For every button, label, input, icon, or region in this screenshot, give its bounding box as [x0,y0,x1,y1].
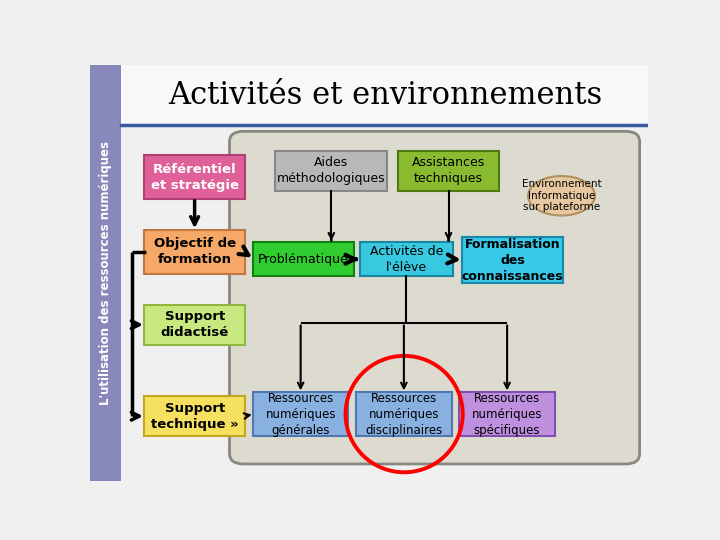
Text: Problématique: Problématique [258,253,348,266]
Text: L'utilisation des ressources numériques: L'utilisation des ressources numériques [99,141,112,404]
FancyBboxPatch shape [253,392,348,436]
Bar [90,65,121,481]
Text: Activités et environnements: Activités et environnements [168,80,603,111]
FancyBboxPatch shape [360,242,453,276]
Bar [121,65,648,125]
Text: Environnement
Informatique
sur plateforme: Environnement Informatique sur plateform… [522,179,601,212]
Ellipse shape [528,176,595,215]
Text: Ressources
numériques
générales: Ressources numériques générales [266,392,336,436]
Text: Formalisation
des
connaissances: Formalisation des connaissances [462,238,564,282]
FancyBboxPatch shape [144,155,245,199]
Text: Assistances
techniques: Assistances techniques [412,156,485,185]
FancyBboxPatch shape [144,230,245,274]
Text: Activités de
l'élève: Activités de l'élève [369,245,443,274]
FancyBboxPatch shape [253,242,354,276]
FancyBboxPatch shape [144,305,245,345]
FancyBboxPatch shape [459,392,555,436]
Text: Support
didactisé: Support didactisé [161,310,229,339]
FancyBboxPatch shape [398,151,499,191]
Text: Support
technique »: Support technique » [150,402,238,431]
Text: Ressources
numériques
disciplinaires: Ressources numériques disciplinaires [365,392,443,436]
Text: Ressources
numériques
spécifiques: Ressources numériques spécifiques [472,392,542,436]
Text: Objectif de
formation: Objectif de formation [153,238,235,266]
FancyBboxPatch shape [230,131,639,464]
FancyBboxPatch shape [462,237,563,283]
FancyBboxPatch shape [144,396,245,436]
FancyBboxPatch shape [356,392,451,436]
Text: Aides
méthodologiques: Aides méthodologiques [277,156,386,185]
Text: Référentiel
et stratégie: Référentiel et stratégie [150,163,238,192]
FancyBboxPatch shape [275,151,387,191]
